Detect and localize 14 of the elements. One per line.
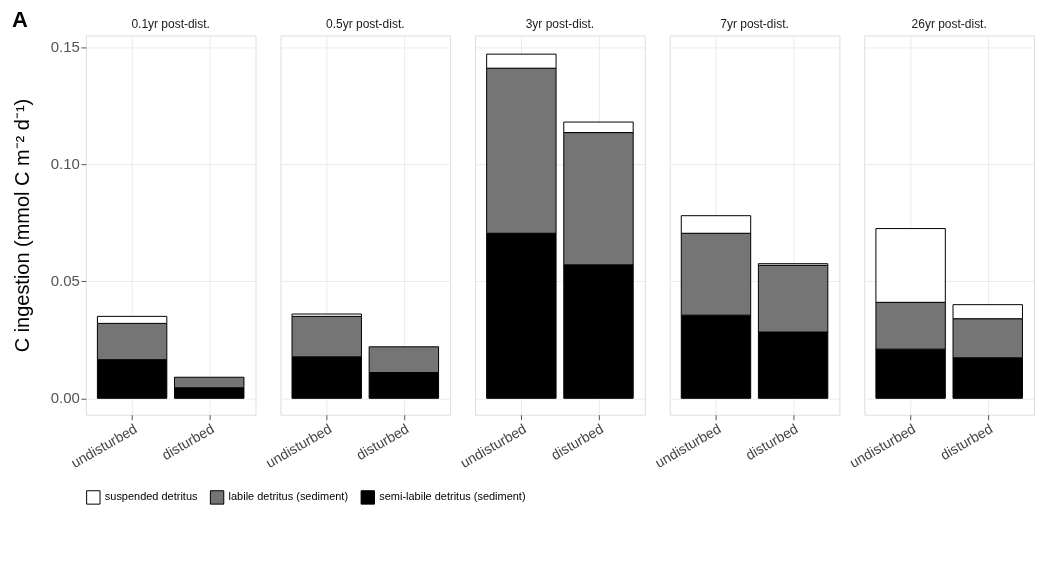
y-tick-label: 0.00 (50, 389, 80, 407)
chart-title: 0.1yr post-dist. (131, 17, 210, 32)
y-axis-title: C ingestion (mmol C m⁻² d⁻¹) (10, 98, 33, 353)
y-tick-label: 0.15 (50, 38, 80, 56)
chart-title: 0.5yr post-dist. (326, 17, 405, 32)
chart-title: 26yr post-dist. (911, 17, 987, 32)
legend-label: suspended detritus (104, 490, 198, 503)
legend-label: semi-labile detritus (sediment) (379, 490, 526, 503)
chart-title: 7yr post-dist. (720, 17, 789, 32)
text: A (11, 6, 28, 32)
legend-label: labile detritus (sediment) (228, 490, 349, 503)
y-tick-label: 0.10 (50, 155, 80, 173)
y-tick-label: 0.05 (50, 272, 80, 290)
chart-title: 3yr post-dist. (525, 17, 595, 32)
